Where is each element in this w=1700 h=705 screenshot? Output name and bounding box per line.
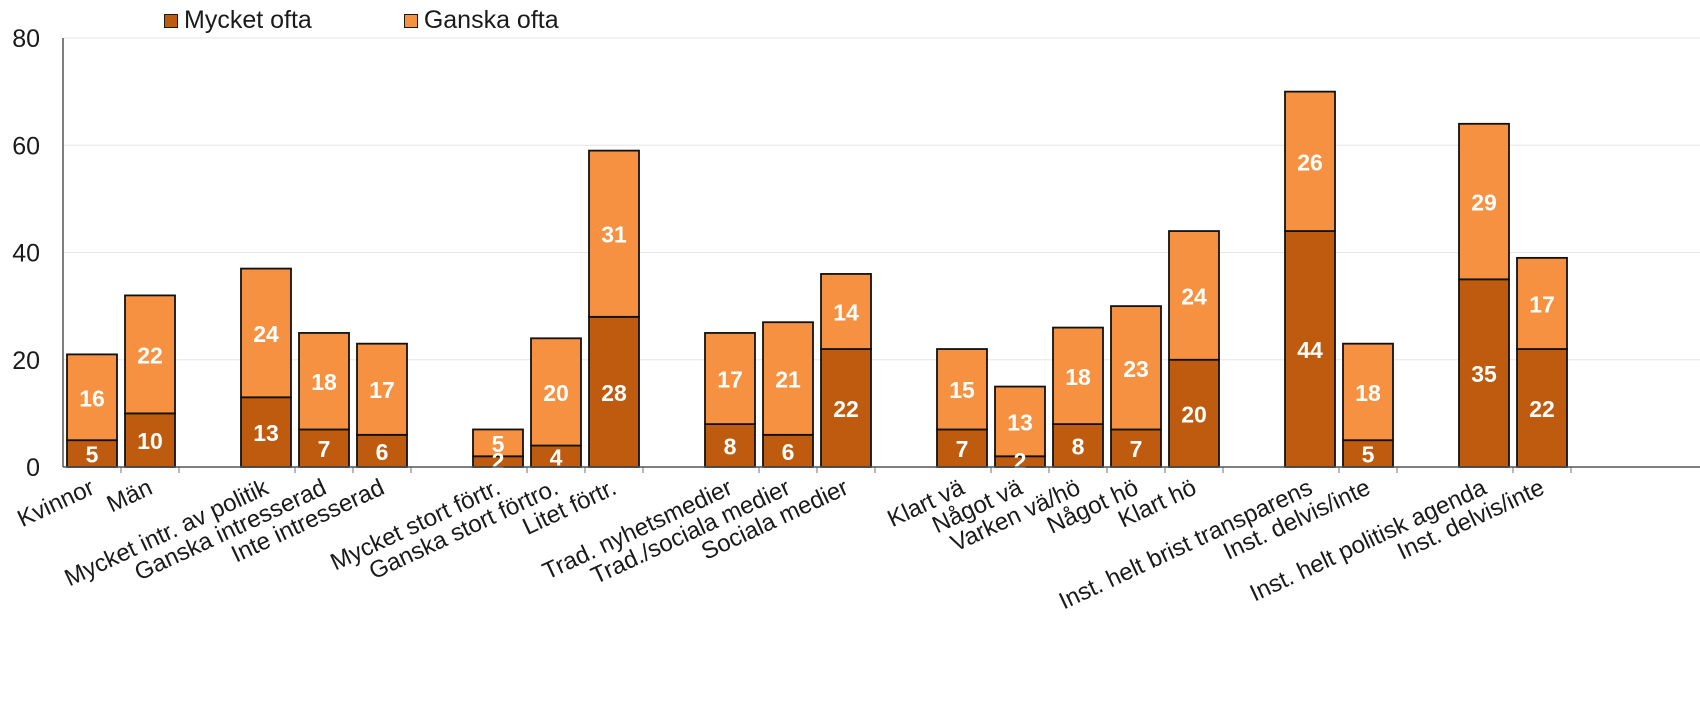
legend-item-mycket-ofta: Mycket ofta (164, 6, 312, 35)
bar-segment-mycket-ofta (298, 428, 350, 468)
data-label-ganska-ofta: 31 (601, 222, 627, 248)
bar-segment-ganska-ofta (124, 294, 176, 415)
bar-segment-ganska-ofta (588, 149, 640, 318)
bar-segment-ganska-ofta (356, 342, 408, 436)
bar-segment-ganska-ofta (1516, 256, 1568, 350)
bar-segment-mycket-ofta (588, 315, 640, 468)
data-label-mycket-ofta: 28 (601, 380, 627, 406)
data-label-mycket-ofta: 7 (956, 436, 969, 462)
data-label-mycket-ofta: 5 (86, 442, 99, 468)
bar-segment-ganska-ofta (994, 385, 1046, 458)
data-label-ganska-ofta: 5 (492, 431, 505, 457)
bar-segment-ganska-ofta (1284, 90, 1336, 232)
legend-swatch-mycket-ofta (164, 13, 178, 28)
data-label-mycket-ofta: 22 (833, 396, 859, 422)
data-label-ganska-ofta: 17 (1529, 291, 1555, 317)
data-label-mycket-ofta: 5 (1362, 442, 1375, 468)
data-label-ganska-ofta: 24 (1181, 283, 1207, 309)
data-label-mycket-ofta: 44 (1297, 337, 1323, 363)
data-label-ganska-ofta: 18 (1065, 364, 1091, 390)
data-label-ganska-ofta: 17 (717, 367, 743, 393)
bar-segment-mycket-ofta (240, 396, 292, 468)
data-label-ganska-ofta: 18 (1355, 380, 1381, 406)
data-label-ganska-ofta: 21 (775, 367, 801, 393)
y-tick-label: 20 (12, 347, 40, 375)
bar-segment-ganska-ofta (66, 353, 118, 442)
bar-segment-ganska-ofta (1168, 230, 1220, 361)
bar-segment-mycket-ofta (1458, 278, 1510, 468)
bar-segment-ganska-ofta (936, 348, 988, 431)
legend-label-ganska-ofta: Ganska ofta (423, 6, 559, 34)
data-label-mycket-ofta: 4 (550, 444, 563, 470)
legend-item-ganska-ofta: Ganska ofta (403, 6, 559, 35)
bar-segment-mycket-ofta (1110, 428, 1162, 468)
bar-segment-mycket-ofta (1516, 348, 1568, 468)
bar-segment-ganska-ofta (298, 332, 350, 431)
bar-segment-ganska-ofta (820, 273, 872, 350)
bar-segment-ganska-ofta (1110, 305, 1162, 431)
data-label-mycket-ofta: 6 (376, 439, 389, 465)
data-label-ganska-ofta: 22 (137, 342, 163, 368)
bar-segment-mycket-ofta (66, 439, 118, 468)
data-label-mycket-ofta: 2 (1014, 448, 1027, 474)
data-label-mycket-ofta: 7 (318, 436, 331, 462)
data-label-mycket-ofta: 10 (137, 428, 163, 454)
data-label-ganska-ofta: 29 (1471, 190, 1497, 216)
data-label-ganska-ofta: 18 (311, 369, 337, 395)
bar-segment-mycket-ofta (1168, 358, 1220, 468)
x-category-label: Män (103, 474, 157, 518)
data-label-mycket-ofta: 7 (1130, 436, 1143, 462)
bar-segment-mycket-ofta (1284, 230, 1336, 468)
data-label-ganska-ofta: 26 (1297, 149, 1323, 175)
data-label-mycket-ofta: 6 (782, 439, 795, 465)
data-label-ganska-ofta: 24 (253, 321, 279, 347)
data-label-mycket-ofta: 8 (1072, 434, 1085, 460)
bar-segment-ganska-ofta (240, 267, 292, 399)
legend-label-mycket-ofta: Mycket ofta (184, 6, 312, 34)
x-category-label: Kvinnor (13, 474, 98, 533)
data-label-ganska-ofta: 23 (1123, 356, 1149, 382)
data-label-ganska-ofta: 13 (1007, 409, 1033, 435)
bar-segment-mycket-ofta (356, 433, 408, 468)
data-label-mycket-ofta: 35 (1471, 361, 1497, 387)
bar-segment-ganska-ofta (704, 332, 756, 425)
data-label-mycket-ofta: 20 (1181, 401, 1207, 427)
bar-segment-mycket-ofta (820, 348, 872, 468)
data-label-mycket-ofta: 13 (253, 420, 279, 446)
bar-segment-ganska-ofta (1458, 122, 1510, 281)
data-label-ganska-ofta: 17 (369, 377, 395, 403)
legend: Mycket ofta Ganska ofta (164, 6, 559, 35)
data-label-ganska-ofta: 15 (949, 377, 975, 403)
y-tick-label: 80 (12, 25, 40, 53)
y-tick-label: 60 (12, 132, 40, 160)
data-label-ganska-ofta: 16 (79, 385, 105, 411)
data-label-ganska-ofta: 14 (833, 299, 859, 325)
y-tick-label: 0 (26, 454, 40, 482)
bar-segment-ganska-ofta (762, 321, 814, 436)
bar-segment-ganska-ofta (1342, 342, 1394, 442)
bar-segment-ganska-ofta (530, 337, 582, 447)
data-label-mycket-ofta: 22 (1529, 396, 1555, 422)
data-label-ganska-ofta: 20 (543, 380, 569, 406)
bar-segment-ganska-ofta (1052, 326, 1104, 426)
bar-segment-ganska-ofta (472, 428, 524, 458)
y-tick-label: 40 (12, 240, 40, 268)
data-label-mycket-ofta: 8 (724, 434, 737, 460)
legend-swatch-ganska-ofta (403, 13, 418, 28)
